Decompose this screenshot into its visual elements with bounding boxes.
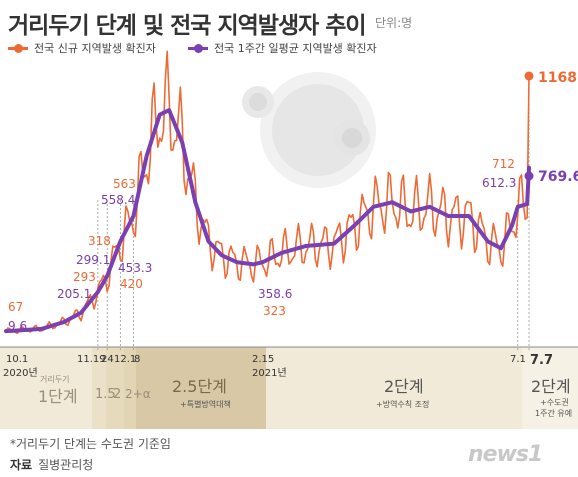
label-daily-1208: 563 <box>113 177 136 191</box>
stage-band-1 <box>0 347 92 429</box>
stage-band-2-delay <box>522 347 578 429</box>
label-daily-0706: 712 <box>492 157 515 171</box>
virus-illustration <box>242 72 376 188</box>
stage-prefix: 거리두기 <box>40 375 69 384</box>
source-name: 질병관리청 <box>38 458 94 472</box>
label-avg-1208: 558.4 <box>101 193 135 207</box>
label-avg-1124: 299.1 <box>76 253 110 267</box>
legend-daily-swatch <box>8 43 28 53</box>
label-daily-1124: 318 <box>88 234 111 248</box>
legend-daily-label: 전국 신규 지역발생 확진자 <box>34 42 156 55</box>
stage-band-1-5 <box>92 347 106 429</box>
tick-0707: 7.7 <box>530 353 553 368</box>
label-avg-1201: 453.3 <box>118 261 152 275</box>
footnote: *거리두기 단계는 수도권 기준임 <box>10 437 171 451</box>
stage-2-adjust-label: 2단계 <box>384 377 424 396</box>
source-label: 자료 <box>10 458 33 472</box>
stage-band-2-adjust <box>266 347 522 429</box>
daily-end-marker <box>524 71 534 81</box>
chart-title: 거리두기 단계 및 전국 지역발생자 추이 <box>8 13 367 39</box>
tick-0215: 2.15 <box>252 354 274 365</box>
year-2021: 2021년 <box>252 367 287 379</box>
tick-0701: 7.1 <box>510 354 526 365</box>
daily-series-line <box>5 50 530 335</box>
stage-2-adjust-sub: +방역수칙 조정 <box>376 399 429 409</box>
legend-avg: 전국 1주간 일평균 지역발생 확진자 <box>188 40 377 56</box>
label-avg-1119: 205.1 <box>57 287 91 301</box>
stage-band-2a <box>124 347 136 429</box>
news1-logo: news1 <box>468 442 543 467</box>
tick-1124: 24 <box>101 354 114 365</box>
stage-2-5-label: 2.5단계 <box>172 377 227 396</box>
stage-band-2-5 <box>136 347 266 429</box>
label-daily-0215: 323 <box>263 304 286 318</box>
label-avg-0215: 358.6 <box>258 287 292 301</box>
label-avg-end: 769.6 <box>538 169 578 185</box>
label-avg-start: 9.6 <box>8 319 27 333</box>
stage-2-label: 2 <box>113 387 121 402</box>
tick-1001: 10.1 <box>6 354 28 365</box>
avg-end-marker <box>524 171 534 181</box>
label-daily-end: 1168 <box>538 70 577 86</box>
tick-1119: 11.19 <box>77 354 106 365</box>
unit-label: 단위:명 <box>375 16 413 30</box>
stage-1-label: 1단계 <box>38 387 78 406</box>
avg-series-line <box>4 108 531 334</box>
label-avg-0706: 612.3 <box>482 176 516 190</box>
source: 자료 질병관리청 <box>10 456 93 473</box>
legend-avg-swatch <box>188 43 208 53</box>
stage-2-delay-label: 2단계 <box>531 377 571 396</box>
stage-2-5-sub: +특별방역대책 <box>180 399 231 409</box>
stage-2-delay-sub-2: 1주간 유예 <box>535 408 572 418</box>
tick-1201: 12.1 <box>114 354 136 365</box>
label-daily-1119: 293 <box>73 270 96 284</box>
label-daily-start: 67 <box>8 300 23 314</box>
stage-2-delay-sub-1: +수도권 <box>540 397 569 407</box>
stage-bands <box>0 347 578 429</box>
stage-band-2 <box>106 347 124 429</box>
tick-1208: 8 <box>134 354 140 365</box>
stage-2a-label: 2+α <box>125 387 151 401</box>
year-2020: 2020년 <box>3 367 38 379</box>
label-daily-1201: 420 <box>120 277 143 291</box>
legend-avg-label: 전국 1주간 일평균 지역발생 확진자 <box>214 42 377 55</box>
legend-daily: 전국 신규 지역발생 확진자 <box>8 40 156 56</box>
stage-1-5-label: 1.5 <box>95 387 116 402</box>
